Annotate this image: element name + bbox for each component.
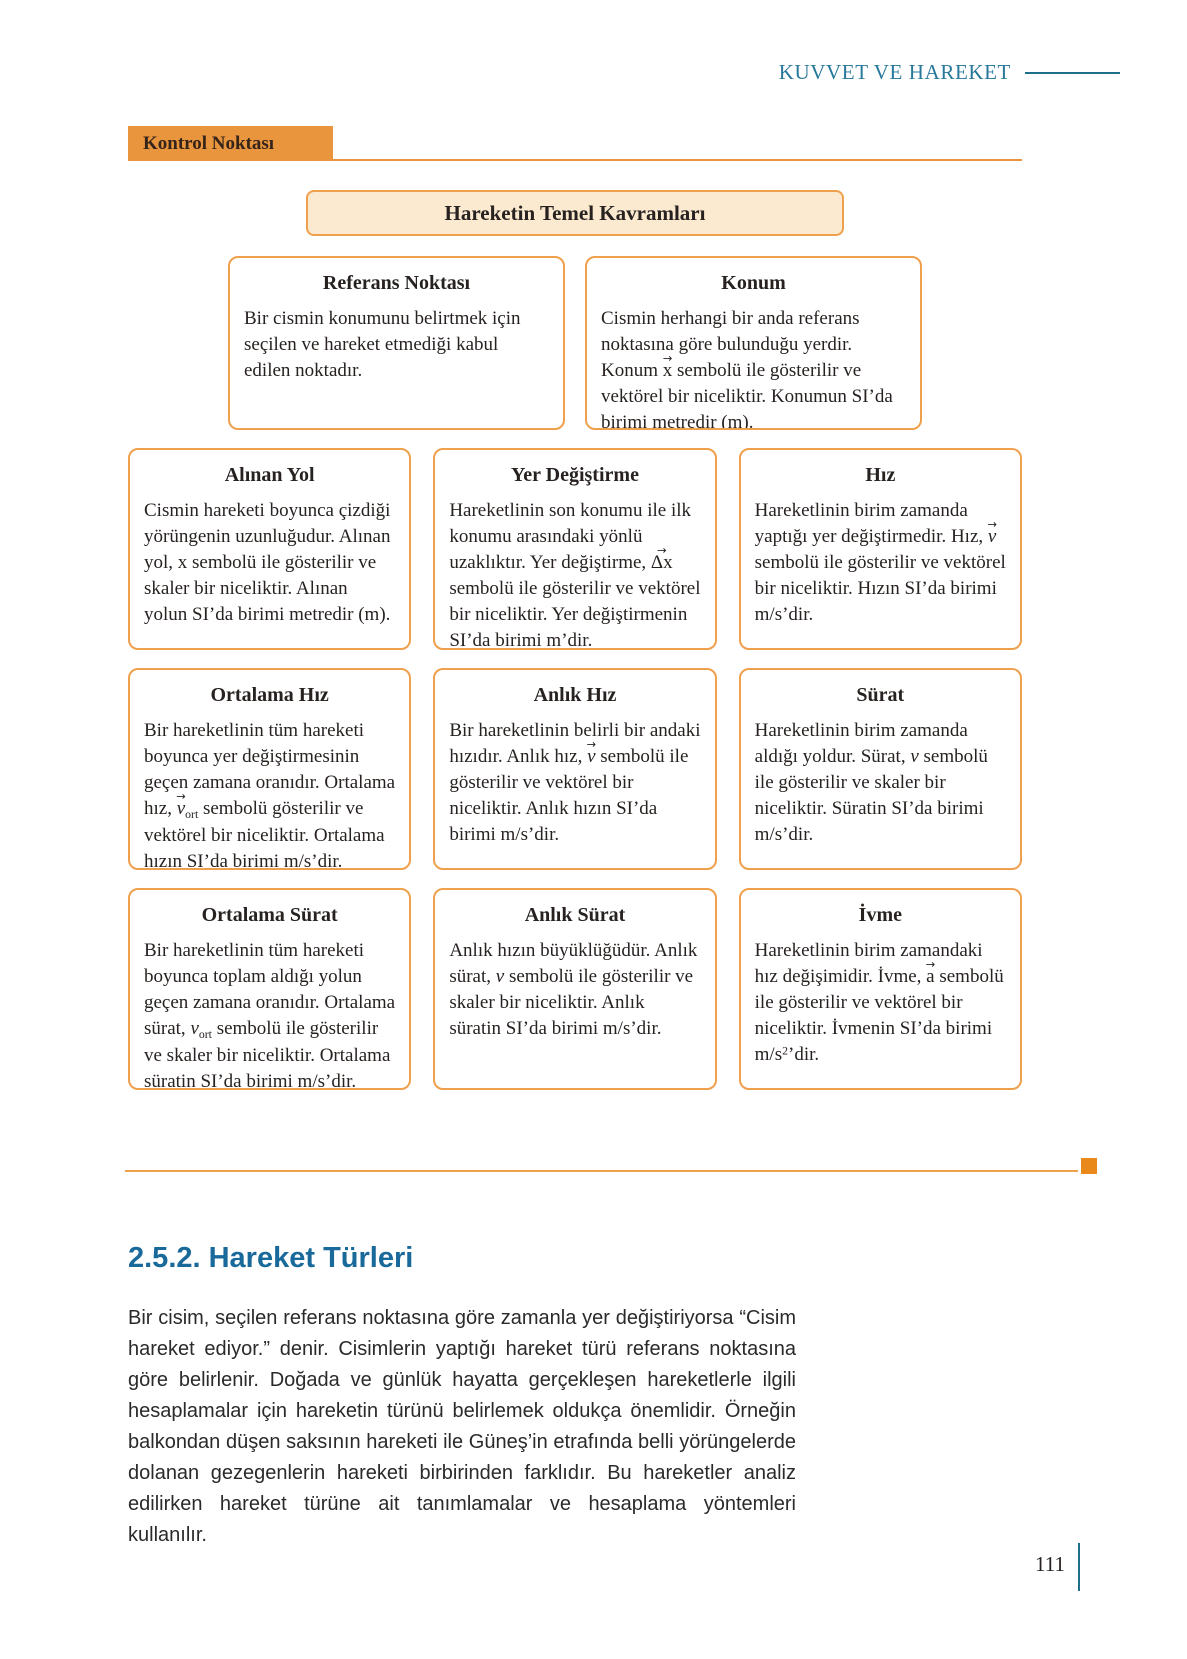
concept-box-ortalama-surat: Ortalama Sürat Bir hareketlinin tüm hare… <box>128 888 412 1090</box>
box-description: Bir hareketlinin tüm hareketi boyunca ye… <box>144 718 395 868</box>
control-point-label: Kontrol Noktası <box>143 132 275 154</box>
control-point-banner: Kontrol Noktası <box>128 126 333 161</box>
box-title: İvme <box>858 904 902 926</box>
concept-box-surat: Sürat Hareketlinin birim zamanda aldığı … <box>738 668 1022 870</box>
page-number: 111 <box>1035 1552 1065 1576</box>
section-paragraph: Bir cisim, seçilen referans noktasına gö… <box>128 1307 796 1546</box>
box-title: Ortalama Sürat <box>201 904 338 926</box>
concept-map-title-box: Hareketin Temel Kavramları <box>306 190 844 236</box>
box-title: Hız <box>865 464 896 486</box>
box-title: Konum <box>721 272 786 294</box>
box-title: Ortalama Hız <box>210 684 329 706</box>
page-number-rule <box>1078 1543 1080 1591</box>
box-description: Bir hareketlinin belirli bir andaki hızı… <box>449 718 700 848</box>
concept-map: Hareketin Temel Kavramları Referans Nokt… <box>128 190 1022 1090</box>
box-description: Hareketlinin birim zamandaki hız değişim… <box>755 938 1006 1068</box>
box-description: Bir cismin konumunu belirtmek için seçil… <box>244 308 521 382</box>
box-title: Anlık Sürat <box>524 904 626 926</box>
header-rule <box>1025 71 1120 74</box>
box-description: Hareketlinin son konumu ile ilk konumu a… <box>449 498 700 648</box>
section-heading: 2.5.2. Hareket Türleri <box>128 1242 414 1275</box>
box-description: Cismin hareketi boyunca çizdiği yörüngen… <box>144 500 391 626</box>
concept-map-title: Hareketin Temel Kavramları <box>444 200 706 225</box>
box-title: Alınan Yol <box>224 464 315 486</box>
concept-box-referans-noktasi: Referans Noktası Bir cismin konumunu bel… <box>228 256 565 430</box>
box-title: Sürat <box>856 684 905 706</box>
concept-box-hiz: Hız Hareketlinin birim zamanda yaptığı y… <box>738 448 1022 650</box>
box-description: Hareketlinin birim zamanda aldığı yoldur… <box>754 720 988 846</box>
concept-box-konum: Konum Cismin herhangi bir anda referans … <box>585 256 922 430</box>
concept-row-3: Ortalama Hız Bir hareketlinin tüm hareke… <box>128 668 1022 870</box>
box-title: Anlık Hız <box>533 684 617 706</box>
concept-box-anlik-hiz: Anlık Hız Bir hareketlinin belirli bir a… <box>433 668 717 870</box>
box-description: Bir hareketlinin tüm hareketi boyunca to… <box>144 940 396 1090</box>
section-separator-square <box>1081 1158 1097 1174</box>
box-description: Cismin herhangi bir anda referans noktas… <box>601 306 906 428</box>
concept-box-alinan-yol: Alınan Yol Cismin hareketi boyunca çizdi… <box>128 448 412 650</box>
concept-box-ortalama-hiz: Ortalama Hız Bir hareketlinin tüm hareke… <box>128 668 412 870</box>
concept-box-yer-degistirme: Yer Değiştirme Hareketlinin son konumu i… <box>433 448 717 650</box>
concept-row-2: Alınan Yol Cismin hareketi boyunca çizdi… <box>128 448 1022 650</box>
page-header: KUVVET VE HAREKET <box>0 60 1120 85</box>
concept-row-1: Referans Noktası Bir cismin konumunu bel… <box>128 256 1022 430</box>
chapter-title: KUVVET VE HAREKET <box>778 60 1011 84</box>
box-description: Anlık hızın büyüklüğüdür. Anlık sürat, v… <box>449 940 698 1040</box>
concept-row-4: Ortalama Sürat Bir hareketlinin tüm hare… <box>128 888 1022 1090</box>
concept-box-ivme: İvme Hareketlinin birim zamandaki hız de… <box>738 888 1022 1090</box>
concept-box-anlik-surat: Anlık Sürat Anlık hızın büyüklüğüdür. An… <box>433 888 717 1090</box>
box-title: Referans Noktası <box>322 272 471 294</box>
section-separator-line <box>125 1170 1078 1172</box>
control-point-rule <box>128 159 1022 161</box>
box-description: Hareketlinin birim zamanda yaptığı yer d… <box>755 498 1006 628</box>
box-title: Yer Değiştirme <box>511 464 639 486</box>
